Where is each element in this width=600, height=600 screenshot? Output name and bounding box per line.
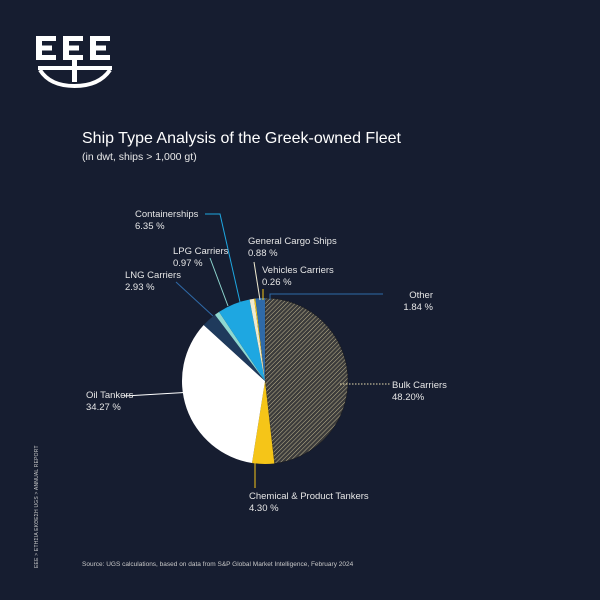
slice-chemical-product-tankers	[252, 381, 275, 465]
label-containerships: Containerships 6.35 %	[135, 209, 198, 232]
label-general-cargo-value: 0.88 %	[248, 247, 278, 259]
label-other: Other 1.84 %	[385, 290, 433, 313]
label-other-name: Other	[409, 290, 433, 301]
label-chemical-name: Chemical & Product Tankers	[249, 491, 369, 502]
slice-other	[255, 298, 265, 381]
leader-line-other	[269, 293, 383, 300]
chart-subtitle: (in dwt, ships > 1,000 gt)	[82, 151, 197, 163]
source-note: Source: UGS calculations, based on data …	[82, 561, 354, 568]
label-lpg-carriers: LPG Carriers 0.97 %	[173, 246, 228, 269]
label-lng-carriers: LNG Carriers 2.93 %	[125, 270, 181, 293]
leader-line-general-cargo-ships	[253, 261, 261, 301]
label-lpg-name: LPG Carriers	[173, 246, 229, 257]
leader-line-containerships	[205, 213, 241, 303]
label-vehicles-value: 0.26 %	[262, 276, 292, 288]
side-caption: EEE > ΕΤΗΣΙΑ ΕΚΘΕΣΗ UGS > ANNUAL REPORT	[34, 445, 40, 568]
label-bulk-name: Bulk Carriers	[392, 380, 447, 391]
label-containerships-name: Containerships	[135, 209, 199, 220]
label-vehicles-name: Vehicles Carriers	[262, 265, 334, 276]
leader-line-lpg-carriers	[209, 257, 229, 307]
label-chemical-tankers: Chemical & Product Tankers 4.30 %	[249, 491, 369, 514]
label-lpg-value: 0.97 %	[173, 257, 203, 269]
slice-lpg-carriers	[214, 311, 265, 381]
label-other-value: 1.84 %	[403, 301, 433, 313]
slice-containerships	[219, 299, 265, 381]
label-chemical-value: 4.30 %	[249, 502, 279, 514]
label-lng-value: 2.93 %	[125, 281, 155, 293]
slice-lng-carriers	[203, 314, 265, 381]
label-lng-name: LNG Carriers	[125, 270, 181, 281]
label-oil-name: Oil Tankers	[86, 390, 134, 401]
label-general-cargo-name: General Cargo Ships	[248, 236, 337, 247]
slice-vehicles-carriers	[254, 298, 265, 381]
label-vehicles-carriers: Vehicles Carriers 0.26 %	[262, 265, 334, 288]
chart-title: Ship Type Analysis of the Greek-owned Fl…	[82, 130, 401, 147]
slice-oil-tankers	[181, 325, 265, 463]
label-oil-value: 34.27 %	[86, 401, 121, 413]
slice-general-cargo-ships	[249, 298, 265, 381]
label-bulk-carriers: Bulk Carriers 48.20%	[392, 380, 447, 403]
slice-bulk-carriers	[264, 297, 349, 464]
company-logo	[36, 36, 112, 89]
leader-line-lng-carriers	[175, 281, 214, 317]
label-general-cargo: General Cargo Ships 0.88 %	[248, 236, 337, 259]
leader-line-oil-tankers	[123, 391, 194, 397]
label-containerships-value: 6.35 %	[135, 220, 165, 232]
label-oil-tankers: Oil Tankers 34.27 %	[86, 390, 133, 413]
label-bulk-value: 48.20%	[392, 391, 425, 403]
